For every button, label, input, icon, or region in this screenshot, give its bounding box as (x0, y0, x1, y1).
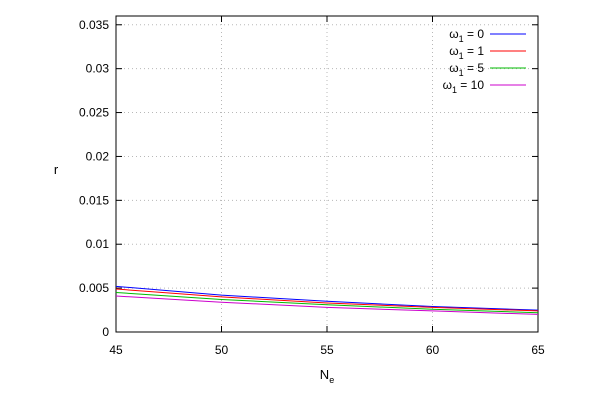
legend-label-0: ω1 = 0 (449, 27, 484, 44)
y-tick-label: 0.02 (86, 149, 110, 163)
x-tick-label: 55 (320, 343, 334, 357)
legend-label-3: ω1 = 10 (443, 78, 485, 95)
x-axis-title-subscript: e (329, 375, 334, 385)
y-tick-label: 0.015 (79, 193, 109, 207)
x-tick-label: 45 (109, 343, 123, 357)
x-tick-label: 65 (531, 343, 545, 357)
legend-label-2: ω1 = 5 (449, 61, 484, 78)
series-lines (115, 285, 539, 315)
x-axis-title: Ne (320, 367, 334, 385)
x-tick-label: 60 (426, 343, 440, 357)
y-tick-label: 0.025 (79, 106, 109, 120)
y-axis-title: r (54, 162, 59, 177)
y-tick-label: 0 (102, 325, 109, 339)
y-tick-label: 0.01 (86, 237, 110, 251)
series-line-1 (115, 288, 539, 312)
x-tick-label: 50 (215, 343, 229, 357)
x-axis-title-main: N (320, 367, 329, 382)
grid (116, 16, 538, 332)
series-line-3 (115, 295, 539, 315)
axis-ticks: 0 0.005 0.01 0.015 0.02 0.025 0.03 0.035 45 50 55 6… (79, 16, 545, 357)
y-tick-label: 0.035 (79, 18, 109, 32)
series-line-0 (115, 285, 539, 311)
y-tick-label: 0.03 (86, 62, 110, 76)
y-tick-label: 0.005 (79, 281, 109, 295)
legend: ω1 = 0ω1 = 1ω1 = 5ω1 = 10 (443, 27, 526, 95)
series-line-2 (115, 292, 539, 314)
legend-label-1: ω1 = 1 (449, 44, 484, 61)
